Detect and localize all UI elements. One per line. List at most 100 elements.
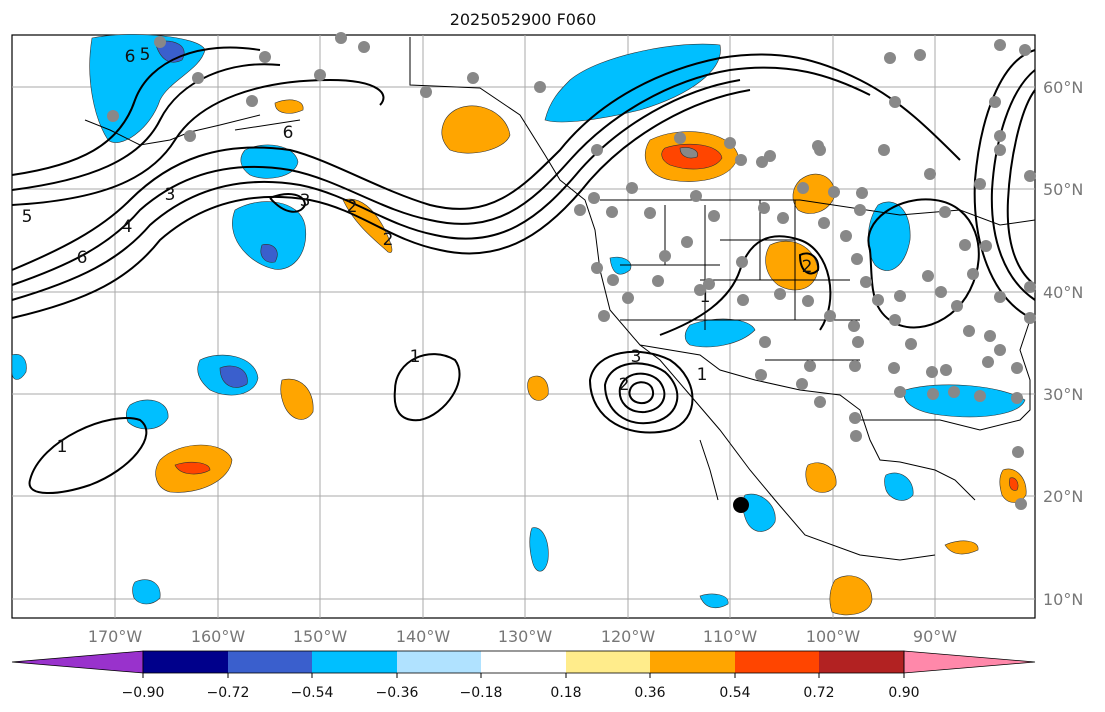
station-dot bbox=[984, 330, 996, 342]
station-dot bbox=[856, 187, 868, 199]
station-dot bbox=[1011, 392, 1023, 404]
lon-label: 100°W bbox=[806, 627, 861, 646]
station-dot bbox=[154, 36, 166, 48]
contour-label: 4 bbox=[122, 217, 133, 237]
contour-label: 1 bbox=[700, 287, 711, 307]
station-dot bbox=[924, 168, 936, 180]
station-dot bbox=[777, 212, 789, 224]
station-dot bbox=[889, 314, 901, 326]
station-dot bbox=[935, 286, 947, 298]
lon-label: 130°W bbox=[498, 627, 553, 646]
lat-label: 40°N bbox=[1043, 283, 1083, 302]
station-dot bbox=[914, 49, 926, 61]
contour-label: 3 bbox=[165, 185, 176, 205]
colorbar-tick-label: −0.72 bbox=[207, 685, 250, 701]
station-dot bbox=[1019, 44, 1031, 56]
station-dot bbox=[840, 230, 852, 242]
station-dot bbox=[974, 178, 986, 190]
station-dot bbox=[951, 300, 963, 312]
station-dot bbox=[192, 72, 204, 84]
contour-label: 6 bbox=[283, 123, 294, 143]
station-dot bbox=[420, 86, 432, 98]
lon-label: 170°W bbox=[88, 627, 143, 646]
station-dot bbox=[963, 325, 975, 337]
lat-label: 10°N bbox=[1043, 590, 1083, 609]
colorbar-segment bbox=[903, 650, 1036, 674]
colorbar-tick-labels: −0.90 −0.72 −0.54 −0.36 −0.18 0.18 0.36 0.54 0.7… bbox=[122, 673, 920, 701]
station-dot bbox=[878, 144, 890, 156]
station-dot bbox=[735, 154, 747, 166]
station-dot bbox=[759, 336, 771, 348]
station-dot bbox=[1024, 170, 1036, 182]
station-dot bbox=[626, 182, 638, 194]
contour-label: 3 bbox=[300, 191, 311, 211]
contour-label: 3 bbox=[631, 347, 642, 367]
colorbar-segment bbox=[228, 651, 312, 673]
colorbar-segment bbox=[143, 651, 228, 673]
station-dot bbox=[797, 182, 809, 194]
station-dot bbox=[467, 72, 479, 84]
map-title: 2025052900 F060 bbox=[449, 10, 597, 29]
station-dot bbox=[708, 210, 720, 222]
station-dot bbox=[259, 51, 271, 63]
station-dot bbox=[644, 207, 656, 219]
station-dot bbox=[872, 294, 884, 306]
lat-label: 30°N bbox=[1043, 385, 1083, 404]
lon-label: 90°W bbox=[913, 627, 957, 646]
colorbar-tick-label: −0.18 bbox=[460, 685, 503, 701]
station-dot bbox=[1012, 446, 1024, 458]
anomaly-shading bbox=[11, 34, 1027, 616]
station-dot bbox=[107, 110, 119, 122]
station-dot bbox=[888, 362, 900, 374]
colorbar-segment bbox=[11, 650, 144, 674]
station-dot bbox=[737, 294, 749, 306]
station-dot bbox=[1024, 312, 1036, 324]
lat-label: 20°N bbox=[1043, 487, 1083, 506]
colorbar bbox=[11, 650, 1036, 674]
station-dot bbox=[849, 412, 861, 424]
station-dot bbox=[591, 262, 603, 274]
station-dot bbox=[796, 378, 808, 390]
station-dot bbox=[652, 275, 664, 287]
station-dot bbox=[854, 204, 866, 216]
station-dot bbox=[184, 130, 196, 142]
colorbar-tick-label: −0.90 bbox=[122, 685, 165, 701]
station-dot bbox=[974, 390, 986, 402]
station-dot bbox=[659, 250, 671, 262]
station-dot bbox=[358, 41, 370, 53]
station-markers bbox=[107, 32, 1036, 510]
colorbar-outline bbox=[142, 650, 905, 674]
station-dot bbox=[703, 278, 715, 290]
map-frame bbox=[11, 34, 1036, 619]
station-dot bbox=[622, 292, 634, 304]
station-dot bbox=[959, 239, 971, 251]
station-dot bbox=[894, 386, 906, 398]
colorbar-tick-label: −0.36 bbox=[376, 685, 419, 701]
contour-label: 2 bbox=[619, 375, 630, 395]
station-dot bbox=[246, 95, 258, 107]
station-dot bbox=[755, 369, 767, 381]
station-dot bbox=[1024, 281, 1036, 293]
station-dot bbox=[927, 388, 939, 400]
station-dot bbox=[939, 206, 951, 218]
station-dot bbox=[674, 132, 686, 144]
latitude-labels: 60°N 50°N 40°N 30°N 20°N 10°N bbox=[1043, 78, 1083, 609]
black-dot-marker bbox=[733, 497, 749, 513]
lon-label: 160°W bbox=[191, 627, 246, 646]
station-dot bbox=[681, 236, 693, 248]
colorbar-tick-label: 0.54 bbox=[719, 685, 750, 701]
station-dot bbox=[1011, 362, 1023, 374]
station-dot bbox=[1015, 498, 1027, 510]
station-dot bbox=[588, 192, 600, 204]
station-dot bbox=[850, 430, 862, 442]
station-dot bbox=[994, 291, 1006, 303]
station-dot bbox=[884, 52, 896, 64]
station-dot bbox=[574, 204, 586, 216]
lon-label: 140°W bbox=[396, 627, 451, 646]
station-dot bbox=[824, 310, 836, 322]
station-dot bbox=[814, 396, 826, 408]
colorbar-tick-label: 0.18 bbox=[550, 685, 581, 701]
contour-label: 6 bbox=[125, 47, 136, 67]
station-dot bbox=[851, 253, 863, 265]
